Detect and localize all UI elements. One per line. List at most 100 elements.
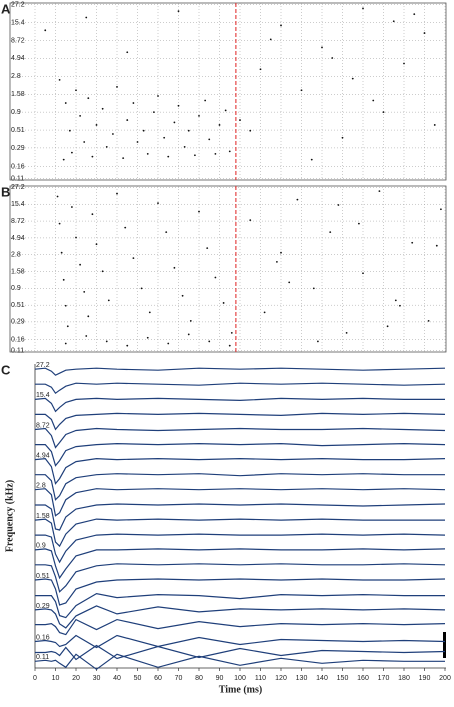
spike — [91, 155, 94, 158]
spike — [126, 344, 129, 347]
y-tick-label: 0.16 — [11, 164, 25, 171]
x-tick-label: 150 — [337, 675, 349, 682]
spike — [64, 304, 67, 307]
spike — [126, 119, 129, 121]
spike — [107, 299, 110, 302]
spike — [341, 136, 344, 139]
spike — [394, 299, 397, 302]
spike — [362, 7, 364, 10]
spike — [95, 124, 98, 126]
trace — [35, 473, 445, 501]
spike — [208, 138, 211, 141]
y-tick-label: 0.51 — [36, 573, 50, 580]
spike — [167, 342, 170, 345]
y-tick-label: 15.4 — [11, 19, 25, 26]
x-tick-label: 190 — [419, 675, 431, 682]
trace — [34, 634, 446, 649]
trace — [35, 592, 445, 619]
y-tick-label: 4.94 — [11, 55, 25, 62]
spike — [91, 213, 94, 216]
spike — [411, 241, 414, 244]
spike — [75, 236, 77, 239]
spike — [44, 29, 47, 32]
y-tick-label: 1.58 — [11, 91, 25, 98]
trace — [35, 644, 446, 661]
spike — [148, 311, 151, 314]
spike — [87, 97, 90, 100]
spike — [296, 198, 299, 201]
spike — [230, 332, 233, 334]
x-tick-label: 100 — [234, 675, 246, 682]
spike — [71, 151, 73, 154]
spike — [140, 287, 143, 290]
spike — [146, 336, 149, 339]
spike — [312, 287, 315, 290]
trace — [34, 653, 445, 671]
spike — [83, 290, 86, 293]
spike — [331, 57, 334, 59]
trace — [34, 457, 446, 485]
x-tick-label: 60 — [154, 675, 162, 682]
y-tick-label: 0.29 — [36, 603, 50, 610]
spike — [187, 333, 190, 336]
spike — [101, 107, 104, 110]
trace — [34, 488, 446, 517]
spike — [214, 152, 217, 155]
x-tick-label: 140 — [316, 675, 328, 682]
trace — [35, 503, 446, 531]
spike — [62, 158, 65, 161]
x-tick-label: 20 — [72, 675, 80, 682]
spike — [62, 278, 65, 281]
spike — [183, 145, 186, 148]
trace — [35, 382, 446, 395]
spike — [239, 119, 241, 121]
spike — [181, 294, 184, 297]
spike — [177, 104, 180, 107]
spike — [189, 320, 192, 322]
spike — [382, 111, 385, 114]
spike — [75, 89, 77, 92]
spike — [187, 129, 190, 132]
y-tick-label: 0.9 — [36, 543, 46, 550]
x-tick-label: 180 — [398, 675, 410, 682]
y-tick-label: 0.9 — [11, 285, 21, 292]
spike — [362, 272, 364, 275]
spike — [224, 109, 227, 112]
y-tick-label: 0.16 — [36, 634, 50, 641]
panel-label: B — [1, 184, 10, 199]
spike — [228, 344, 231, 347]
spike — [163, 136, 166, 139]
y-tick-label: 27.2 — [11, 1, 25, 8]
y-tick-label: 0.51 — [11, 127, 25, 134]
spike — [105, 340, 108, 343]
spike — [157, 202, 159, 205]
spike — [83, 141, 86, 143]
panel-label: C — [1, 362, 11, 377]
spike — [358, 222, 360, 225]
spike — [378, 190, 381, 192]
trace — [34, 605, 446, 629]
spike — [218, 124, 221, 126]
y-axis-label: Frequency (kHz) — [4, 480, 15, 552]
spike — [337, 204, 340, 206]
spike — [153, 111, 155, 114]
spike — [165, 231, 168, 234]
trace — [35, 412, 446, 431]
x-tick-label: 50 — [134, 675, 142, 682]
y-tick-label: 4.94 — [11, 235, 25, 242]
spike — [345, 332, 348, 334]
trace — [35, 442, 446, 467]
spike — [300, 89, 303, 92]
spike — [198, 210, 200, 213]
y-tick-label: 0.51 — [11, 302, 25, 309]
spike — [269, 38, 272, 41]
x-tick-label: 170 — [378, 675, 390, 682]
spike — [157, 95, 159, 97]
trace — [34, 578, 446, 606]
trace — [35, 563, 446, 593]
spike — [66, 325, 69, 328]
spike — [58, 78, 61, 81]
trace — [34, 518, 445, 548]
spike — [413, 13, 416, 16]
